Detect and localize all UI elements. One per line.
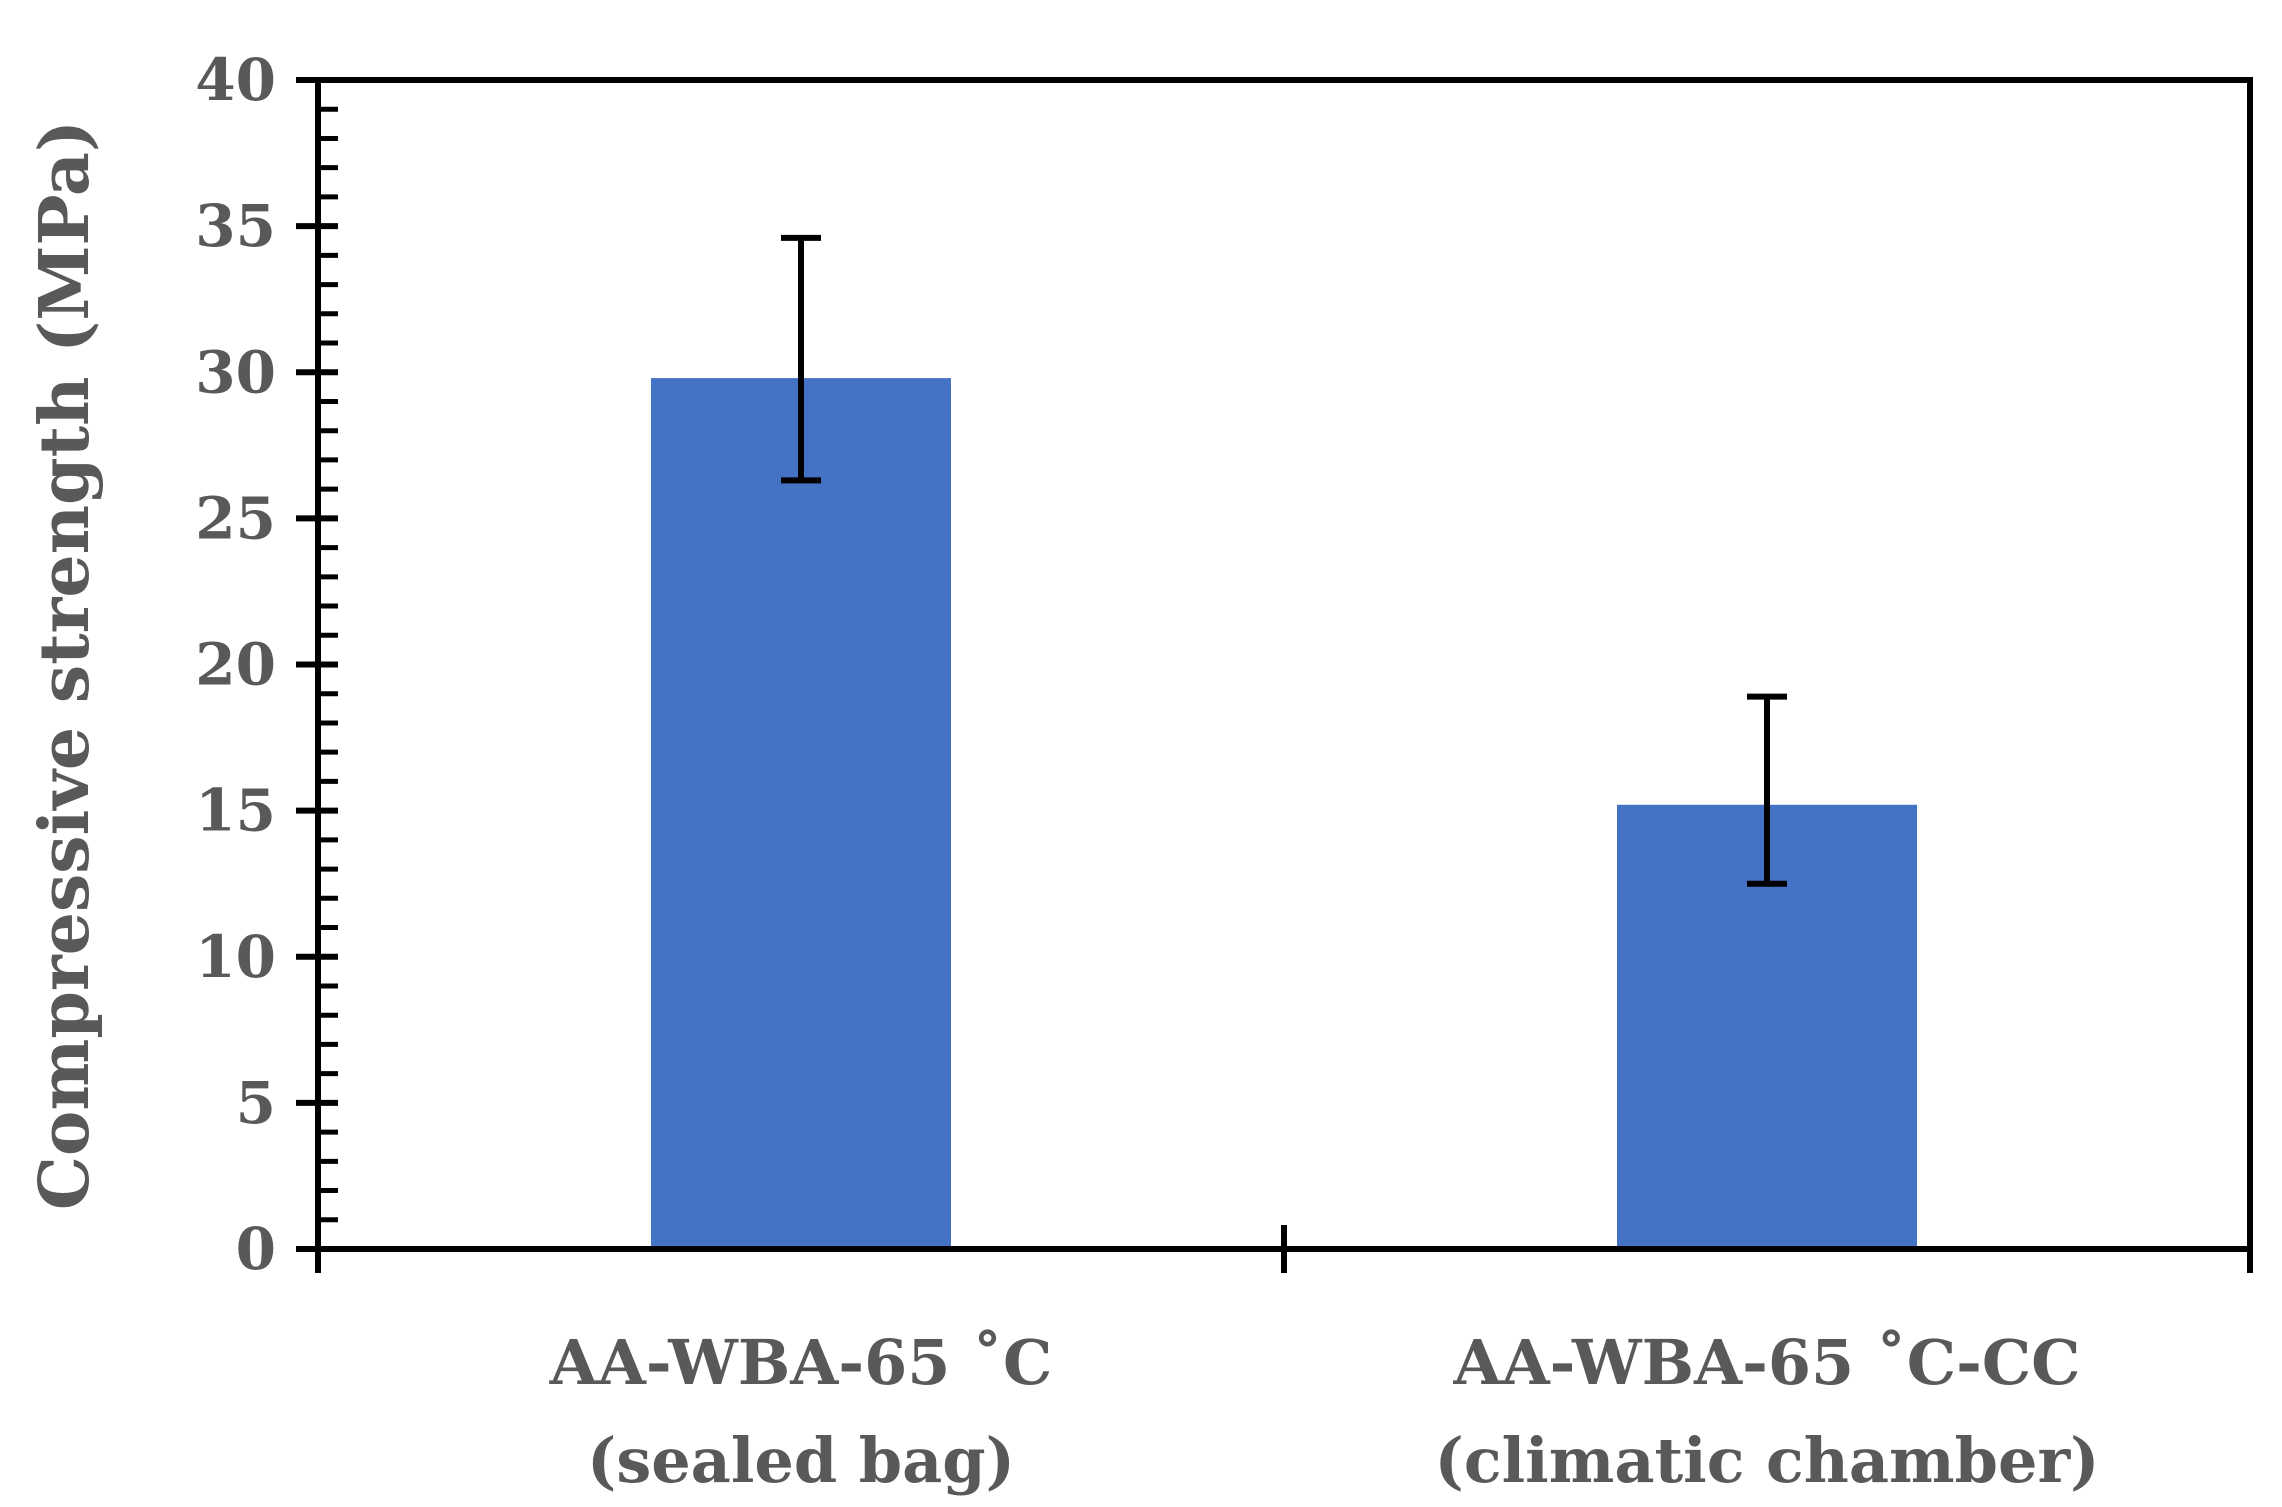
x-category-sublabel: (climatic chamber) [1435, 1424, 2100, 1497]
x-category-sublabel: (sealed bag) [587, 1424, 1015, 1497]
bar-1 [651, 378, 951, 1247]
y-tick-label: 0 [236, 1215, 276, 1283]
x-category-label: AA-WBA-65 ˚C-CC [1452, 1326, 2080, 1399]
y-tick-label: 5 [236, 1069, 276, 1137]
y-tick-label: 40 [195, 46, 276, 114]
x-category-label: AA-WBA-65 ˚C [549, 1326, 1053, 1399]
y-tick-label: 15 [195, 777, 276, 845]
y-tick-label: 35 [195, 192, 276, 260]
y-axis-title: Compressive strength (MPa) [25, 120, 105, 1210]
y-tick-label: 20 [195, 631, 276, 699]
y-tick-label: 25 [195, 484, 276, 552]
y-tick-label: 10 [195, 923, 276, 991]
plot-frame [315, 77, 2253, 1252]
y-tick-label: 30 [195, 338, 276, 406]
